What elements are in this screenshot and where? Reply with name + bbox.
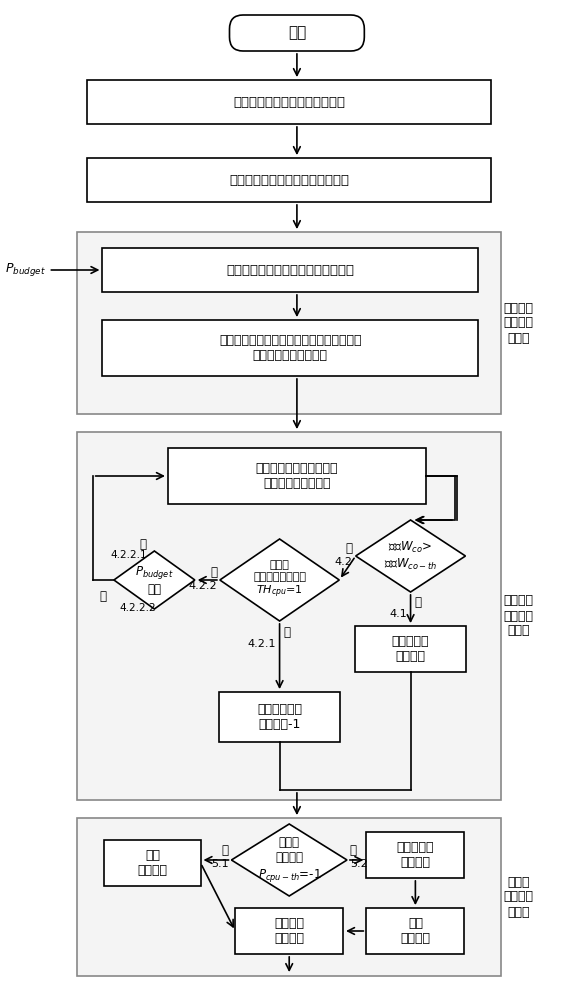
Polygon shape	[114, 551, 195, 609]
Text: 第四步，查询协处理器利
用率，计算实时负载: 第四步，查询协处理器利 用率，计算实时负载	[255, 462, 338, 490]
Text: 启动
功耗控制: 启动 功耗控制	[400, 917, 430, 945]
Text: 基于结点功耗预算，确定触发功耗遏制所对
应的协处理器负载阈值: 基于结点功耗预算，确定触发功耗遏制所对 应的协处理器负载阈值	[219, 334, 361, 362]
Text: 4.2.2: 4.2.2	[189, 581, 217, 591]
Text: 开始: 开始	[288, 25, 306, 40]
Text: 4.2: 4.2	[335, 557, 353, 567]
Polygon shape	[220, 539, 339, 621]
FancyBboxPatch shape	[366, 832, 464, 878]
FancyBboxPatch shape	[102, 320, 478, 376]
FancyBboxPatch shape	[104, 840, 201, 886]
Text: 5.1: 5.1	[211, 859, 229, 869]
Text: 停止
功耗控制: 停止 功耗控制	[137, 849, 168, 877]
FancyBboxPatch shape	[366, 908, 464, 954]
Text: 是: 是	[222, 844, 229, 856]
Text: 处理器
功耗阈值
$P_{cpu-th}$=-1: 处理器 功耗阈值 $P_{cpu-th}$=-1	[257, 836, 321, 884]
Text: 是: 是	[414, 595, 421, 608]
FancyBboxPatch shape	[77, 818, 501, 976]
Text: 否: 否	[350, 844, 357, 856]
FancyBboxPatch shape	[77, 432, 501, 800]
FancyBboxPatch shape	[102, 248, 478, 292]
FancyBboxPatch shape	[354, 626, 466, 672]
Text: 结点功耗
预算设置
子系统: 结点功耗 预算设置 子系统	[503, 302, 534, 344]
Text: 4.1: 4.1	[389, 609, 407, 619]
Text: 第二步，初始化结点功耗描述文件: 第二步，初始化结点功耗描述文件	[229, 174, 349, 186]
Text: 处理器
功耗阈值设置标记
$TH_{cpu}$=1: 处理器 功耗阈值设置标记 $TH_{cpu}$=1	[253, 560, 306, 600]
FancyBboxPatch shape	[77, 232, 501, 414]
FancyBboxPatch shape	[87, 158, 491, 202]
Text: 否: 否	[346, 542, 353, 554]
Text: 第一步，构建峰值功耗控制系统: 第一步，构建峰值功耗控制系统	[233, 96, 345, 108]
FancyBboxPatch shape	[87, 80, 491, 124]
Text: 是: 是	[140, 538, 147, 550]
Text: 协处理器
负载监控
子系统: 协处理器 负载监控 子系统	[503, 594, 534, 638]
Polygon shape	[232, 824, 347, 896]
Text: 4.2.1: 4.2.1	[247, 639, 276, 649]
Text: 第三步，判定结点功耗预算值合法性: 第三步，判定结点功耗预算值合法性	[226, 263, 354, 276]
FancyBboxPatch shape	[229, 15, 364, 51]
FancyBboxPatch shape	[219, 692, 340, 742]
Text: 否: 否	[210, 566, 217, 578]
Text: 设置处理器
功耗阈值: 设置处理器 功耗阈值	[396, 841, 434, 869]
Text: 否: 否	[99, 589, 106, 602]
Text: 是: 是	[283, 626, 290, 640]
Text: 5.2: 5.2	[350, 859, 368, 869]
Text: 处理器
功耗设置
子系统: 处理器 功耗设置 子系统	[503, 876, 534, 918]
Text: 4.2.2.2: 4.2.2.2	[120, 603, 157, 613]
FancyBboxPatch shape	[235, 908, 343, 954]
Text: 负载$W_{co}$>
阈值$W_{co-th}$: 负载$W_{co}$> 阈值$W_{co-th}$	[384, 540, 437, 572]
Polygon shape	[356, 520, 466, 592]
Text: $P_{budget}$
更新: $P_{budget}$ 更新	[135, 564, 173, 596]
Text: 功耗控制
支持模块: 功耗控制 支持模块	[274, 917, 304, 945]
Text: $P_{budget}$: $P_{budget}$	[5, 261, 45, 278]
Text: 处理器功耗阈
值赋值为-1: 处理器功耗阈 值赋值为-1	[257, 703, 302, 731]
FancyBboxPatch shape	[168, 448, 426, 504]
Text: 4.2.2.1: 4.2.2.1	[110, 550, 147, 560]
Text: 计算处理器
功耗阈值: 计算处理器 功耗阈值	[392, 635, 430, 663]
